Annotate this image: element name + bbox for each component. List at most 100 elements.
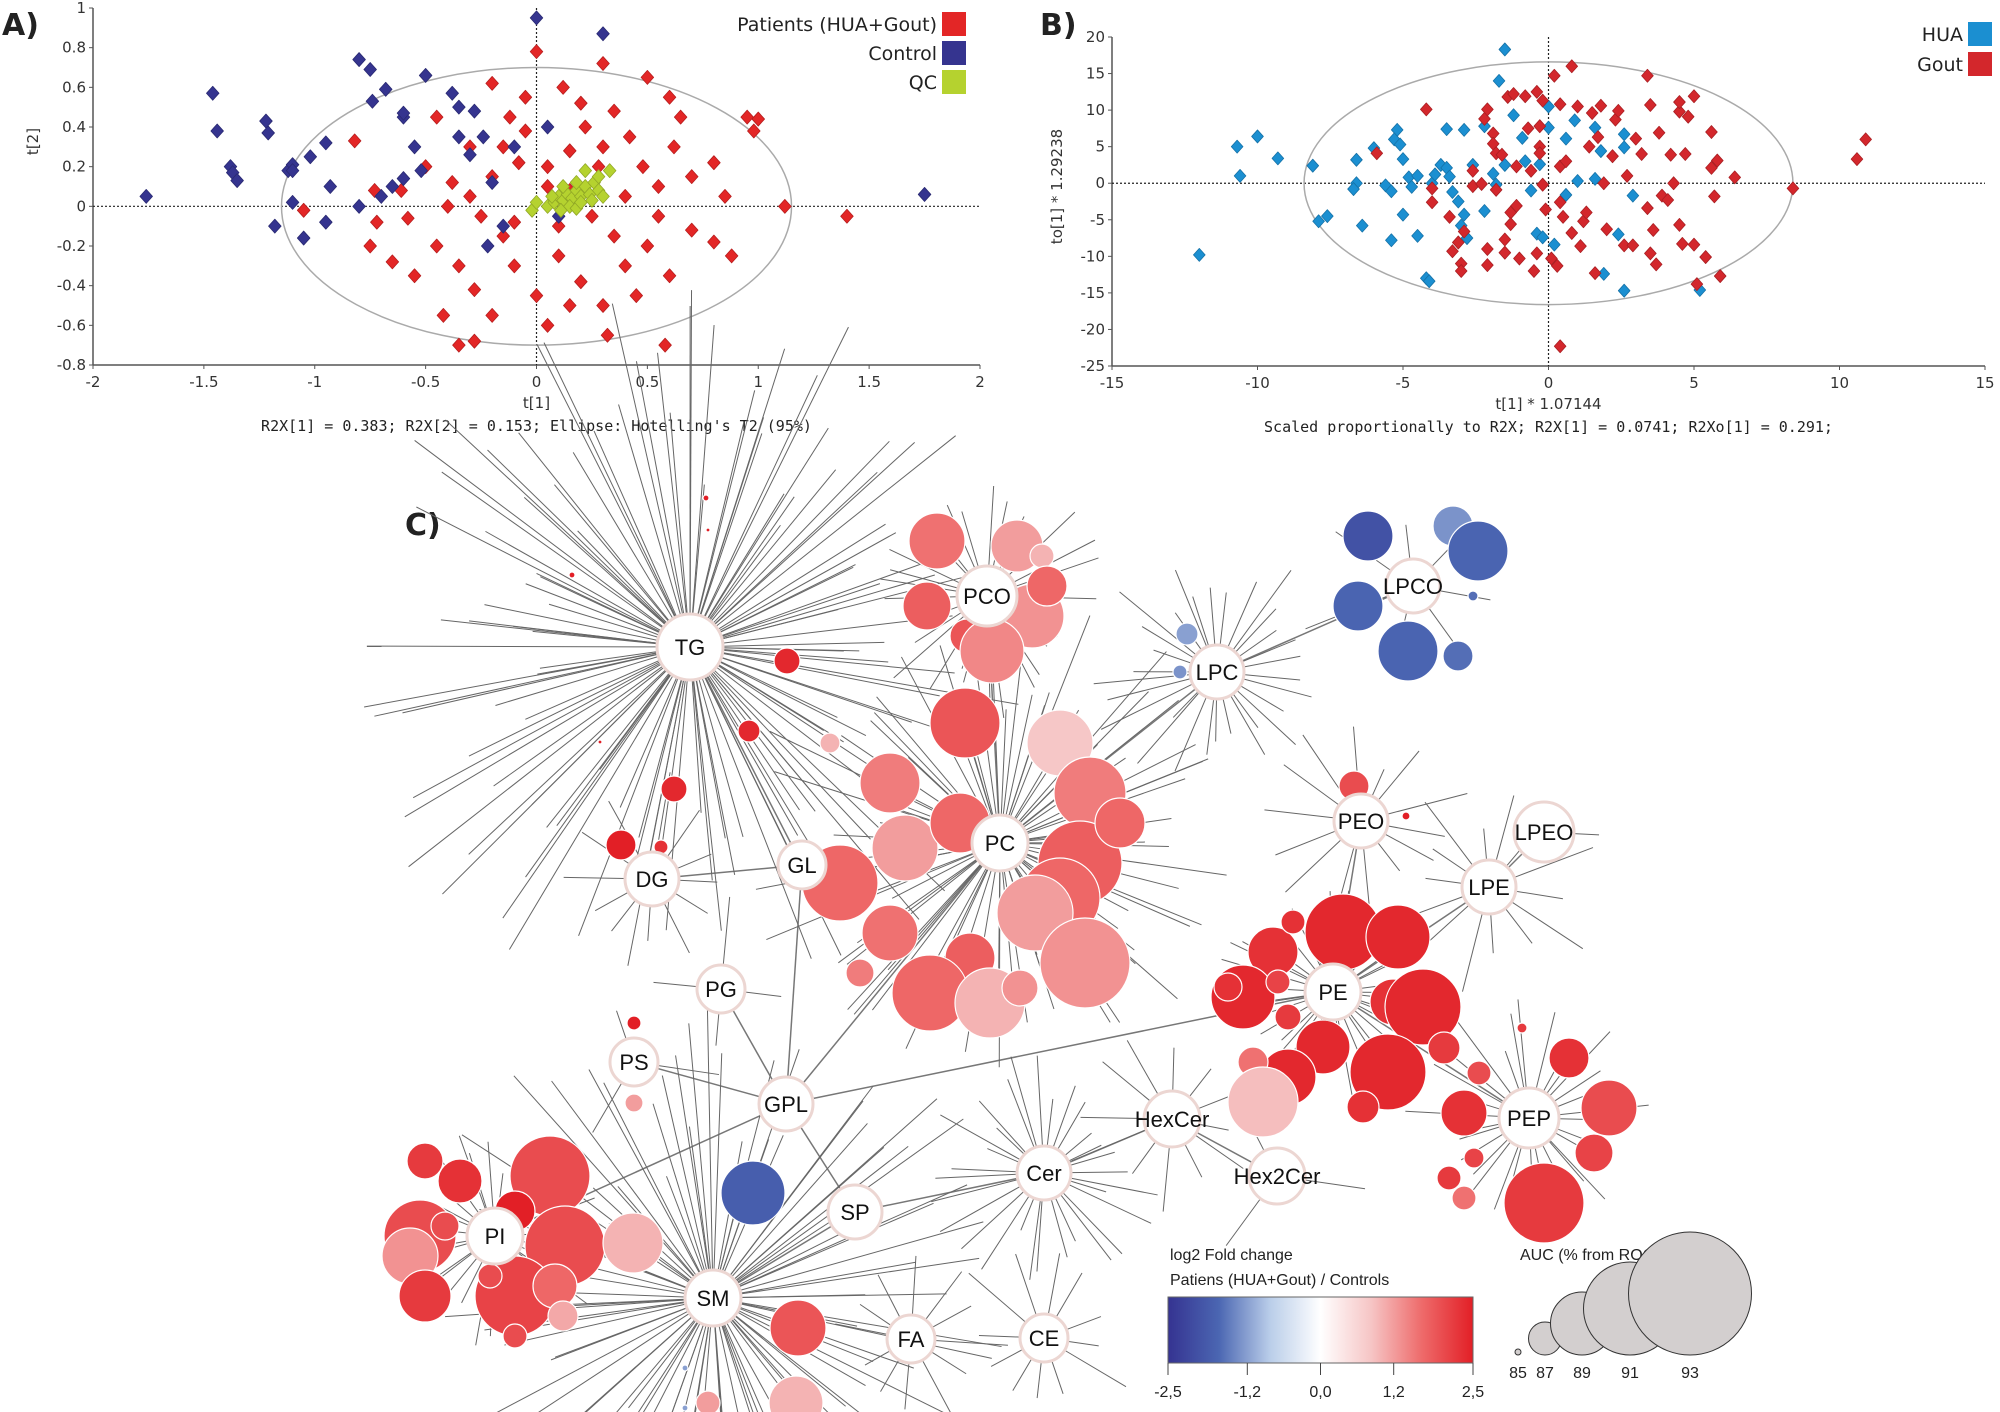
node-label: Hex2Cer	[1234, 1164, 1321, 1189]
data-point	[303, 149, 318, 165]
data-point	[1230, 139, 1244, 154]
lipid-bubble-PE	[1274, 1003, 1302, 1031]
spoke-LPC	[1227, 581, 1258, 648]
data-point	[1681, 109, 1695, 124]
spoke-PEO	[1384, 833, 1434, 861]
spoke-TG	[721, 571, 985, 640]
spoke-TG	[525, 673, 672, 878]
spoke-SM	[688, 1126, 710, 1271]
data-point	[1711, 153, 1724, 168]
spoke-CE	[1012, 1358, 1033, 1391]
data-point	[1617, 238, 1631, 253]
x-tick-label: 5	[1689, 374, 1699, 392]
data-point	[1705, 160, 1718, 175]
lipid-bubble-PI	[437, 1158, 483, 1204]
data-point	[1518, 154, 1532, 169]
spoke-Cer	[940, 1114, 1021, 1161]
spoke-SM	[584, 1316, 693, 1412]
spoke-TG	[708, 496, 795, 621]
data-point	[385, 254, 400, 270]
spoke-SM	[740, 1293, 947, 1298]
spoke-LPCO	[1439, 590, 1491, 601]
data-point	[636, 159, 650, 175]
lipid-bubble-PEP	[1463, 1147, 1485, 1169]
data-point	[1786, 181, 1800, 196]
spoke-PEO	[1283, 764, 1340, 806]
data-point	[596, 298, 610, 313]
spoke-FA	[864, 1350, 891, 1366]
data-point	[1559, 154, 1573, 169]
data-point	[1306, 158, 1320, 173]
data-point	[485, 175, 499, 190]
data-point	[1498, 245, 1512, 260]
data-point	[1510, 159, 1523, 174]
spoke-Cer	[1007, 1079, 1035, 1149]
data-point	[1457, 207, 1471, 222]
colorbar	[1167, 1296, 1474, 1364]
lipid-bubble-PC	[1039, 917, 1131, 1009]
lipid-bubble-PE	[1227, 1066, 1299, 1138]
spoke-HexCer	[1172, 1047, 1175, 1092]
lipid-bubble-PE	[1349, 1033, 1427, 1111]
data-point	[602, 163, 617, 179]
lipid-bubble-PI	[398, 1269, 452, 1323]
edge-TG-GL	[689, 646, 803, 866]
data-point	[1664, 147, 1677, 162]
data-point	[1649, 257, 1663, 272]
data-point	[1699, 250, 1712, 264]
lipid-bubble-PEP	[1548, 1037, 1590, 1079]
spoke-Cer	[1070, 1171, 1128, 1174]
data-point	[1859, 132, 1872, 147]
lipid-bubble-LPCO	[1447, 520, 1509, 582]
panel-b-label: B)	[1040, 8, 1077, 43]
y-tick-label: -20	[1081, 320, 1106, 338]
spoke-TG	[525, 659, 660, 720]
data-point	[529, 10, 544, 26]
lipid-bubble-TG	[737, 719, 761, 743]
spoke-PEP	[1549, 1139, 1606, 1200]
spoke-TG	[721, 583, 881, 638]
spoke-SM	[603, 1082, 701, 1274]
data-point	[1536, 93, 1549, 108]
data-point	[1440, 122, 1453, 137]
spoke-SM	[694, 1325, 710, 1412]
caption-text: Scaled proportionally to R2X; R2X[1] = 0…	[1264, 418, 1833, 436]
spoke-TG	[695, 679, 736, 875]
spoke-CE	[1055, 1272, 1083, 1318]
spoke-SM	[554, 1307, 687, 1358]
data-point	[1585, 106, 1599, 120]
spoke-TG	[692, 679, 713, 881]
spoke-SM	[733, 1098, 938, 1280]
data-point	[1565, 226, 1579, 240]
data-point	[285, 163, 300, 179]
spoke-DG	[663, 902, 690, 954]
data-point	[1629, 131, 1643, 146]
node-circle	[1142, 1089, 1202, 1149]
size-legend-label: 91	[1621, 1365, 1639, 1382]
data-point	[296, 202, 311, 218]
data-point	[1612, 227, 1625, 242]
y-tick-label: 10	[1086, 101, 1105, 119]
data-point	[414, 163, 428, 179]
data-point	[1489, 182, 1503, 197]
x-tick-label: -1	[307, 373, 322, 391]
node-circle	[1512, 800, 1576, 864]
node-circle	[655, 612, 725, 682]
data-point	[585, 192, 599, 208]
spoke-Cer	[1050, 1198, 1068, 1258]
spoke-LPE	[1483, 828, 1488, 861]
spokes	[364, 290, 1649, 1412]
data-point	[540, 159, 555, 175]
spoke-TG	[709, 672, 816, 812]
spoke-SM	[675, 1055, 710, 1271]
node-circle	[1247, 1146, 1307, 1206]
data-point	[1486, 166, 1500, 181]
spoke-TG	[691, 679, 702, 813]
data-point	[1492, 73, 1506, 88]
y-axis-label: to[1] * 1.29238	[1048, 129, 1066, 244]
spoke-LPE	[1515, 890, 1563, 900]
data-point	[230, 173, 244, 188]
data-point	[778, 198, 792, 214]
data-point	[1850, 152, 1864, 166]
data-point	[1635, 147, 1648, 161]
